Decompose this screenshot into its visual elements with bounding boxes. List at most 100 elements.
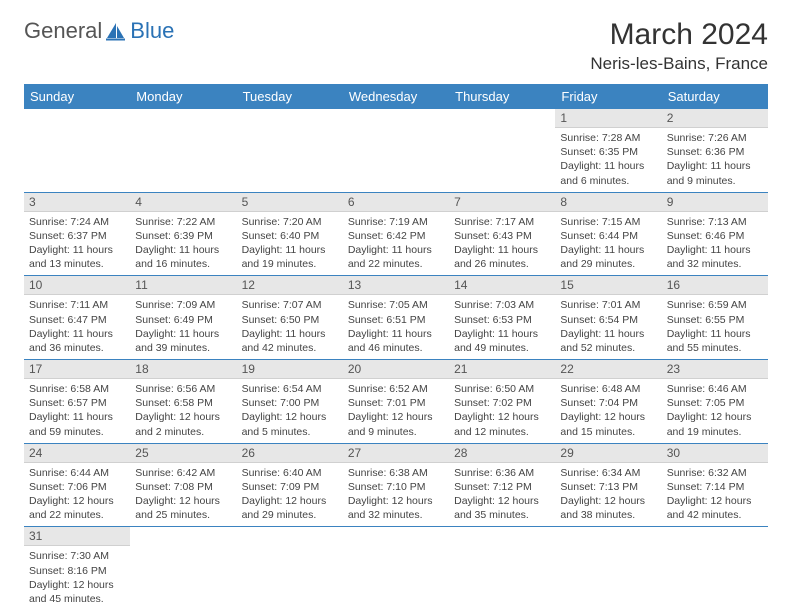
- sunset-line: Sunset: 7:09 PM: [242, 480, 338, 494]
- day-cell: 13Sunrise: 7:05 AMSunset: 6:51 PMDayligh…: [343, 276, 449, 360]
- day-details: Sunrise: 6:44 AMSunset: 7:06 PMDaylight:…: [24, 463, 130, 527]
- day-details: Sunrise: 7:24 AMSunset: 6:37 PMDaylight:…: [24, 212, 130, 276]
- day-cell: 2Sunrise: 7:26 AMSunset: 6:36 PMDaylight…: [662, 109, 768, 192]
- sunset-line: Sunset: 7:04 PM: [560, 396, 656, 410]
- day-details: Sunrise: 7:05 AMSunset: 6:51 PMDaylight:…: [343, 295, 449, 359]
- day-number: 22: [555, 360, 661, 379]
- day-number: 18: [130, 360, 236, 379]
- sunrise-line: Sunrise: 6:50 AM: [454, 382, 550, 396]
- sunrise-line: Sunrise: 6:54 AM: [242, 382, 338, 396]
- day-header-row: SundayMondayTuesdayWednesdayThursdayFrid…: [24, 84, 768, 109]
- sunset-line: Sunset: 6:47 PM: [29, 313, 125, 327]
- day-cell: 5Sunrise: 7:20 AMSunset: 6:40 PMDaylight…: [237, 192, 343, 276]
- sunrise-line: Sunrise: 6:40 AM: [242, 466, 338, 480]
- daylight-line: Daylight: 11 hours and 32 minutes.: [667, 243, 763, 271]
- day-number: 4: [130, 193, 236, 212]
- day-number: 26: [237, 444, 343, 463]
- sunset-line: Sunset: 6:43 PM: [454, 229, 550, 243]
- sunrise-line: Sunrise: 6:36 AM: [454, 466, 550, 480]
- sunrise-line: Sunrise: 7:22 AM: [135, 215, 231, 229]
- day-cell: [449, 109, 555, 192]
- day-header: Monday: [130, 84, 236, 109]
- sunset-line: Sunset: 7:10 PM: [348, 480, 444, 494]
- week-row: 31Sunrise: 7:30 AMSunset: 8:16 PMDayligh…: [24, 527, 768, 610]
- day-details: Sunrise: 6:34 AMSunset: 7:13 PMDaylight:…: [555, 463, 661, 527]
- sunset-line: Sunset: 7:12 PM: [454, 480, 550, 494]
- day-cell: 31Sunrise: 7:30 AMSunset: 8:16 PMDayligh…: [24, 527, 130, 610]
- sunset-line: Sunset: 6:49 PM: [135, 313, 231, 327]
- sunrise-line: Sunrise: 7:05 AM: [348, 298, 444, 312]
- sunrise-line: Sunrise: 6:58 AM: [29, 382, 125, 396]
- daylight-line: Daylight: 11 hours and 22 minutes.: [348, 243, 444, 271]
- daylight-line: Daylight: 11 hours and 36 minutes.: [29, 327, 125, 355]
- calendar-body: 1Sunrise: 7:28 AMSunset: 6:35 PMDaylight…: [24, 109, 768, 610]
- sunrise-line: Sunrise: 7:03 AM: [454, 298, 550, 312]
- daylight-line: Daylight: 12 hours and 38 minutes.: [560, 494, 656, 522]
- day-details: Sunrise: 7:09 AMSunset: 6:49 PMDaylight:…: [130, 295, 236, 359]
- sunset-line: Sunset: 7:01 PM: [348, 396, 444, 410]
- sunset-line: Sunset: 7:08 PM: [135, 480, 231, 494]
- day-cell: [555, 527, 661, 610]
- day-details: Sunrise: 7:19 AMSunset: 6:42 PMDaylight:…: [343, 212, 449, 276]
- sunrise-line: Sunrise: 6:52 AM: [348, 382, 444, 396]
- sunset-line: Sunset: 6:36 PM: [667, 145, 763, 159]
- daylight-line: Daylight: 11 hours and 55 minutes.: [667, 327, 763, 355]
- sunset-line: Sunset: 6:37 PM: [29, 229, 125, 243]
- logo-sail-icon: [105, 21, 127, 41]
- day-details: Sunrise: 6:40 AMSunset: 7:09 PMDaylight:…: [237, 463, 343, 527]
- sunrise-line: Sunrise: 7:28 AM: [560, 131, 656, 145]
- day-number: 5: [237, 193, 343, 212]
- sunrise-line: Sunrise: 7:24 AM: [29, 215, 125, 229]
- day-details: Sunrise: 7:13 AMSunset: 6:46 PMDaylight:…: [662, 212, 768, 276]
- day-number: 1: [555, 109, 661, 128]
- day-header: Tuesday: [237, 84, 343, 109]
- sunrise-line: Sunrise: 6:42 AM: [135, 466, 231, 480]
- sunrise-line: Sunrise: 7:17 AM: [454, 215, 550, 229]
- sunrise-line: Sunrise: 6:34 AM: [560, 466, 656, 480]
- daylight-line: Daylight: 12 hours and 29 minutes.: [242, 494, 338, 522]
- sunset-line: Sunset: 7:02 PM: [454, 396, 550, 410]
- sunrise-line: Sunrise: 7:19 AM: [348, 215, 444, 229]
- calendar-table: SundayMondayTuesdayWednesdayThursdayFrid…: [24, 84, 768, 610]
- sunset-line: Sunset: 7:13 PM: [560, 480, 656, 494]
- day-number: 23: [662, 360, 768, 379]
- daylight-line: Daylight: 11 hours and 19 minutes.: [242, 243, 338, 271]
- day-number: 19: [237, 360, 343, 379]
- day-number: 2: [662, 109, 768, 128]
- daylight-line: Daylight: 11 hours and 52 minutes.: [560, 327, 656, 355]
- day-cell: 7 Sunrise: 7:17 AMSunset: 6:43 PMDaylight…: [449, 192, 555, 276]
- day-cell: 18Sunrise: 6:56 AMSunset: 6:58 PMDayligh…: [130, 360, 236, 444]
- daylight-line: Daylight: 11 hours and 59 minutes.: [29, 410, 125, 438]
- sunrise-line: Sunrise: 6:56 AM: [135, 382, 231, 396]
- day-details: Sunrise: 7:30 AMSunset: 8:16 PMDaylight:…: [24, 546, 130, 610]
- day-header: Wednesday: [343, 84, 449, 109]
- week-row: 24Sunrise: 6:44 AMSunset: 7:06 PMDayligh…: [24, 443, 768, 527]
- day-number: 24: [24, 444, 130, 463]
- day-cell: 1Sunrise: 7:28 AMSunset: 6:35 PMDaylight…: [555, 109, 661, 192]
- day-cell: 26Sunrise: 6:40 AMSunset: 7:09 PMDayligh…: [237, 443, 343, 527]
- sunset-line: Sunset: 7:00 PM: [242, 396, 338, 410]
- sunset-line: Sunset: 6:57 PM: [29, 396, 125, 410]
- header: General Blue March 2024 Neris-les-Bains,…: [24, 18, 768, 74]
- logo-text-general: General: [24, 18, 102, 44]
- daylight-line: Daylight: 11 hours and 26 minutes.: [454, 243, 550, 271]
- day-number: 30: [662, 444, 768, 463]
- sunrise-line: Sunrise: 7:15 AM: [560, 215, 656, 229]
- sunset-line: Sunset: 6:53 PM: [454, 313, 550, 327]
- sunset-line: Sunset: 7:14 PM: [667, 480, 763, 494]
- day-details: Sunrise: 7:11 AMSunset: 6:47 PMDaylight:…: [24, 295, 130, 359]
- day-cell: 10Sunrise: 7:11 AMSunset: 6:47 PMDayligh…: [24, 276, 130, 360]
- day-number: 7: [449, 193, 555, 212]
- day-number: 12: [237, 276, 343, 295]
- title-month: March 2024: [590, 18, 768, 52]
- day-details: Sunrise: 6:59 AMSunset: 6:55 PMDaylight:…: [662, 295, 768, 359]
- daylight-line: Daylight: 12 hours and 12 minutes.: [454, 410, 550, 438]
- day-number: 17: [24, 360, 130, 379]
- sunset-line: Sunset: 6:44 PM: [560, 229, 656, 243]
- day-number: 15: [555, 276, 661, 295]
- sunset-line: Sunset: 6:40 PM: [242, 229, 338, 243]
- day-details: Sunrise: 7:01 AMSunset: 6:54 PMDaylight:…: [555, 295, 661, 359]
- daylight-line: Daylight: 12 hours and 45 minutes.: [29, 578, 125, 606]
- day-number: 29: [555, 444, 661, 463]
- day-cell: 11Sunrise: 7:09 AMSunset: 6:49 PMDayligh…: [130, 276, 236, 360]
